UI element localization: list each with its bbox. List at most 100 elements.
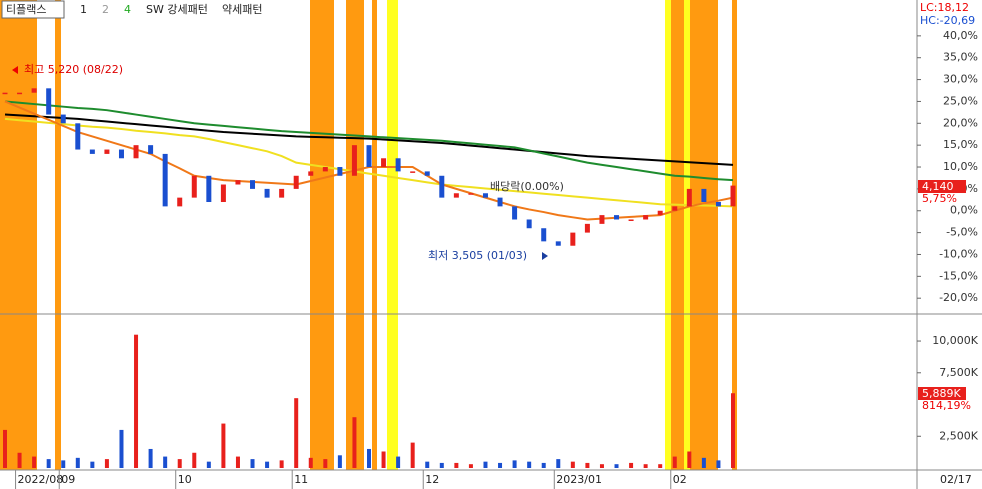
- volume-bar: [337, 455, 342, 468]
- volume-bar: [410, 442, 415, 468]
- volume-bar: [614, 464, 619, 468]
- volume-bar: [396, 456, 401, 468]
- volume-bar: [250, 459, 255, 468]
- candle: [75, 123, 81, 150]
- volume-bar: [454, 462, 459, 468]
- last-change: 5,75%: [922, 192, 957, 205]
- candle: [614, 215, 620, 220]
- x-tick-label: 11: [294, 473, 308, 486]
- x-tick-label: 2023/01: [556, 473, 602, 486]
- volume-bar: [352, 417, 357, 468]
- volume-bar: [235, 456, 240, 468]
- candle: [17, 92, 23, 95]
- candle: [512, 206, 518, 220]
- volume-bar: [75, 457, 80, 468]
- y-tick-label: 30,0%: [943, 73, 978, 86]
- volume-bar: [323, 459, 328, 468]
- volume-bar: [701, 457, 706, 468]
- volume-bar: [119, 429, 124, 468]
- volume-bar: [439, 462, 444, 468]
- x-tick-label: 2022/08: [18, 473, 64, 486]
- candle: [395, 158, 401, 172]
- volume-bar: [658, 464, 663, 468]
- moving-average: [4, 113, 734, 166]
- y-tick-label: 15,0%: [943, 138, 978, 151]
- candle: [715, 202, 721, 207]
- moving-average: [4, 100, 734, 182]
- candle: [657, 210, 663, 216]
- volume-bar: [468, 464, 473, 468]
- candle: [89, 149, 95, 154]
- volume-bar: [32, 456, 37, 468]
- y-tick-label: -20,0%: [939, 291, 978, 304]
- y-tick-label: 40,0%: [943, 29, 978, 42]
- volume-bar: [367, 448, 371, 468]
- volume-bar: [206, 461, 211, 468]
- candle: [643, 215, 649, 220]
- volume-bar: [483, 461, 488, 468]
- candle: [497, 197, 503, 207]
- volume-bar: [599, 464, 604, 468]
- candle: [570, 232, 576, 246]
- volume-bar: [629, 462, 634, 468]
- volume-bar: [192, 452, 197, 468]
- volume-bar: [61, 460, 66, 468]
- symbol: 티플랙스: [6, 3, 46, 16]
- volume-bar: [425, 461, 430, 468]
- candle: [264, 188, 270, 198]
- y-tick-label: 2,500K: [939, 429, 978, 442]
- volume-bar: [643, 464, 648, 468]
- volume-bar: [498, 462, 503, 468]
- low-arrow: [542, 252, 548, 260]
- volume-bar: [556, 459, 561, 468]
- candle: [293, 175, 299, 189]
- volume-box: [918, 387, 966, 400]
- high-arrow: [12, 66, 18, 74]
- candle: [162, 153, 168, 207]
- candle: [468, 193, 474, 195]
- x-tick-label: 02: [673, 473, 687, 486]
- y-tick-label: -5,0%: [946, 226, 978, 239]
- hc-label: HC:-20,69: [920, 14, 975, 27]
- pattern-label: 약세패턴: [222, 2, 262, 16]
- candle: [104, 149, 110, 154]
- volume-bar: [512, 460, 517, 468]
- candle: [148, 145, 154, 154]
- legend-item: 2: [102, 3, 109, 16]
- y-tick-label: 7,500K: [939, 366, 978, 379]
- volume-bar: [90, 461, 95, 468]
- volume-bar: [716, 460, 721, 468]
- x-end-label: 02/17: [940, 473, 972, 486]
- candle: [337, 167, 343, 176]
- volume-bar: [279, 460, 284, 468]
- y-tick-label: 35,0%: [943, 51, 978, 64]
- volume-bar: [163, 456, 168, 468]
- candle: [628, 219, 634, 221]
- volume-bar: [672, 456, 677, 468]
- candle: [250, 180, 256, 189]
- symbol-box: [1, 0, 65, 19]
- candle: [351, 145, 357, 176]
- candle: [322, 167, 328, 172]
- volume-bar: [134, 334, 139, 468]
- candle: [206, 175, 212, 203]
- candle: [584, 223, 590, 233]
- candle: [686, 188, 692, 207]
- candle: [424, 171, 430, 176]
- candle: [366, 145, 372, 168]
- candle: [46, 88, 52, 115]
- legend-item: 1: [80, 3, 87, 16]
- legend-item: 4: [124, 3, 131, 16]
- candle: [439, 175, 445, 198]
- candle: [701, 188, 707, 203]
- candle: [672, 206, 678, 211]
- volume-bar: [3, 429, 7, 468]
- candle: [482, 193, 488, 198]
- candle: [31, 88, 37, 93]
- lc-label: LC:18,12: [920, 1, 969, 14]
- volume-bar: [294, 398, 299, 468]
- candle: [308, 171, 314, 176]
- last-volume: 5,889K: [922, 387, 961, 400]
